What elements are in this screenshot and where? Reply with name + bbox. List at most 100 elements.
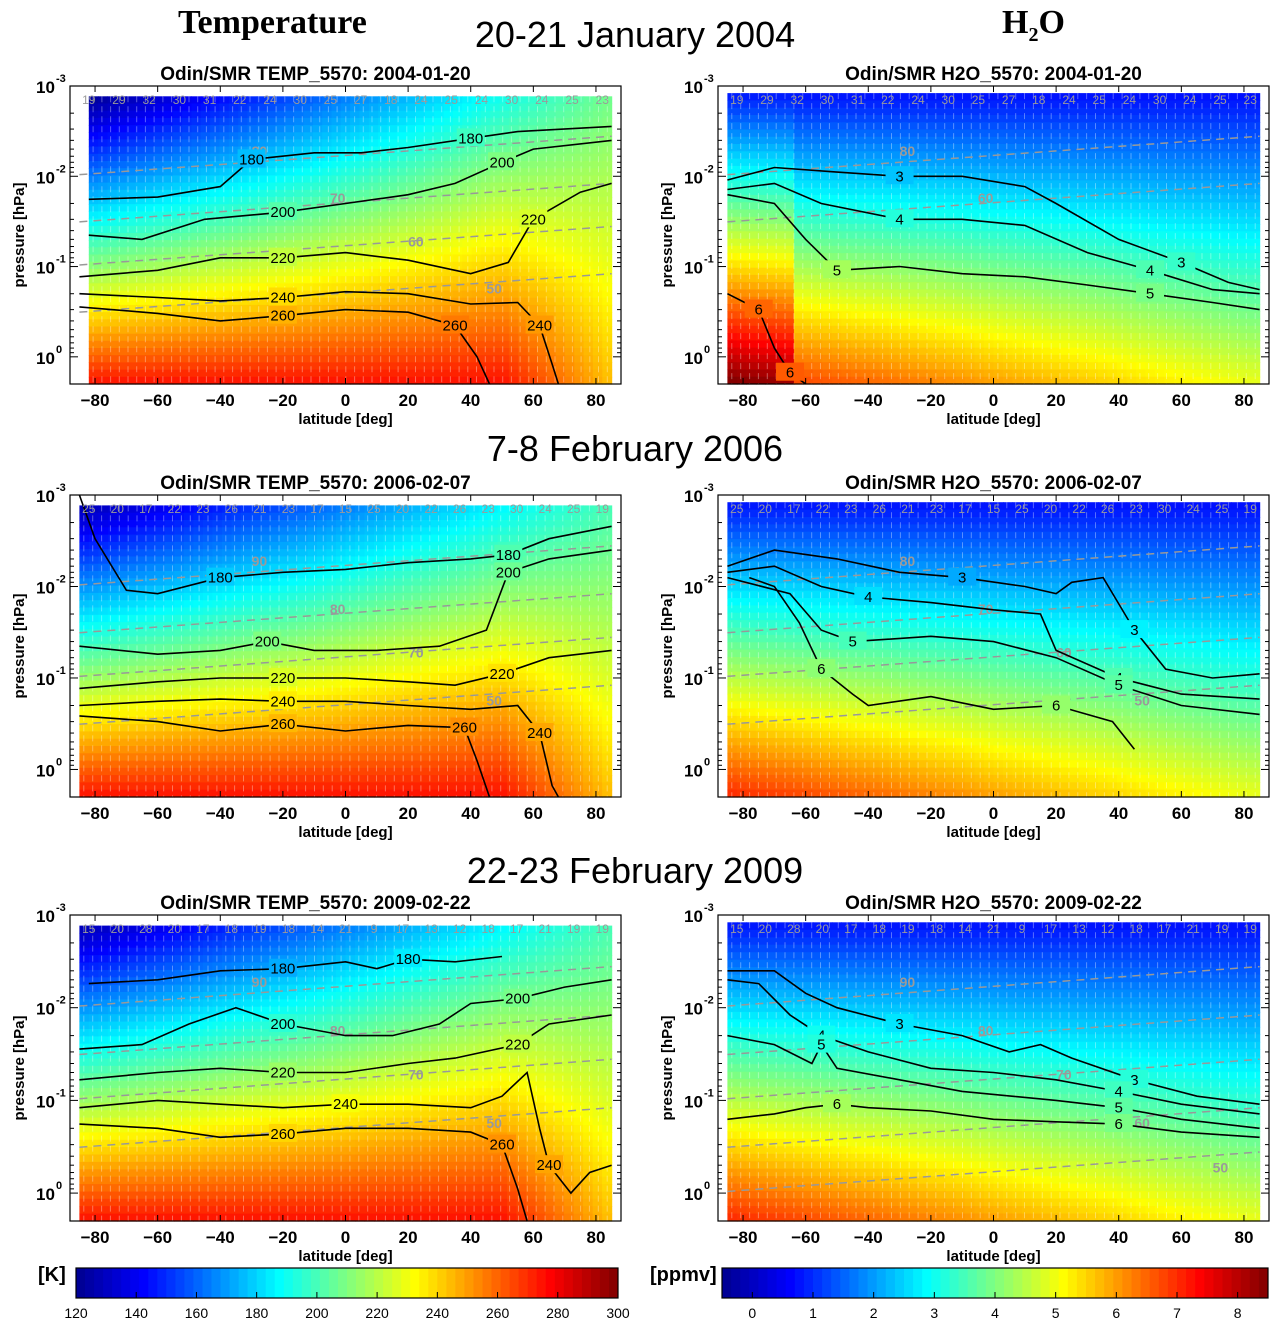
heatmap-cell: [1145, 376, 1156, 385]
heatmap-cell: [736, 260, 747, 269]
heatmap-cell: [927, 304, 938, 312]
heatmap-cell: [993, 354, 1004, 363]
heatmap-cell: [1088, 158, 1099, 167]
heatmap-cell: [803, 325, 814, 334]
heatmap-cell: [228, 189, 239, 198]
heatmap-cell: [191, 139, 202, 148]
heatmap-cell: [583, 283, 594, 292]
heatmap-cell: [378, 110, 389, 119]
heatmap-cell: [1155, 194, 1166, 203]
heatmap-cell: [312, 175, 323, 184]
heatmap-cell: [1136, 376, 1147, 385]
heatmap-cell: [182, 110, 192, 119]
heatmap-cell: [462, 182, 473, 191]
heatmap-cell: [860, 340, 871, 349]
heatmap-cell: [98, 369, 108, 378]
heatmap-cell: [126, 362, 136, 371]
heatmap-cell: [917, 93, 928, 101]
heatmap-cell: [406, 161, 417, 169]
heatmap-cell: [555, 326, 566, 335]
heatmap-cell: [1003, 253, 1014, 261]
heatmap-cell: [210, 319, 221, 328]
heatmap-cell: [126, 240, 136, 248]
heatmap-cell: [135, 139, 146, 148]
heatmap-cell: [219, 204, 230, 212]
heatmap-cell: [592, 197, 603, 205]
heatmap-cell: [172, 369, 183, 378]
heatmap-cell: [378, 304, 389, 313]
heatmap-cell: [736, 158, 747, 167]
heatmap-cell: [602, 182, 613, 191]
heatmap-cell: [144, 110, 155, 119]
heatmap-cell: [727, 260, 738, 269]
heatmap-cell: [1155, 100, 1166, 109]
heatmap-cell: [350, 175, 361, 184]
heatmap-cell: [434, 146, 445, 155]
heatmap-cell: [172, 197, 183, 205]
heatmap-cell: [1041, 151, 1052, 160]
heatmap-cell: [1212, 158, 1223, 167]
heatmap-cell: [452, 355, 463, 363]
heatmap-cell: [387, 96, 398, 105]
heatmap-cell: [765, 362, 776, 371]
heatmap-cell: [434, 233, 445, 241]
heatmap-cell: [378, 362, 389, 371]
heatmap-cell: [1240, 151, 1251, 160]
heatmap-cell: [955, 158, 966, 167]
heatmap-cell: [508, 110, 519, 119]
heatmap-cell: [508, 103, 519, 112]
heatmap-cell: [443, 348, 454, 356]
heatmap-cell: [378, 254, 389, 263]
heatmap-cell: [564, 369, 575, 378]
heatmap-cell: [993, 115, 1004, 123]
heatmap-cell: [387, 247, 398, 256]
heatmap-cell: [1079, 144, 1090, 152]
heatmap-cell: [1079, 194, 1090, 203]
heatmap-cell: [350, 139, 361, 148]
heatmap-cell: [898, 231, 909, 240]
heatmap-cell: [1050, 231, 1061, 240]
heatmap-cell: [1221, 311, 1232, 320]
heatmap-cell: [480, 340, 491, 349]
heatmap-cell: [860, 194, 871, 203]
heatmap-cell: [368, 175, 379, 184]
heatmap-cell: [803, 267, 814, 276]
heatmap-cell: [1079, 100, 1090, 109]
heatmap-cell: [984, 282, 995, 291]
heatmap-cell: [471, 197, 482, 205]
heatmap-cell: [452, 168, 463, 176]
heatmap-cell: [480, 139, 491, 148]
heatmap-cell: [898, 151, 909, 160]
heatmap-cell: [266, 348, 277, 356]
heatmap-cell: [1098, 260, 1109, 269]
heatmap-cell: [879, 165, 890, 174]
heatmap-cell: [275, 233, 286, 241]
heatmap-cell: [396, 204, 407, 212]
heatmap-cell: [424, 132, 435, 141]
heatmap-cell: [917, 304, 928, 312]
heatmap-cell: [88, 658, 99, 667]
heatmap-cell: [1050, 340, 1061, 349]
heatmap-cell: [1098, 340, 1109, 349]
heatmap-cell: [1060, 144, 1071, 152]
heatmap-cell: [88, 585, 99, 594]
heatmap-cell: [98, 319, 108, 328]
heatmap-cell: [812, 267, 823, 276]
heatmap-cell: [508, 297, 519, 306]
heatmap-cell: [1136, 158, 1147, 167]
heatmap-cell: [191, 276, 202, 284]
heatmap-cell: [1069, 93, 1080, 101]
heatmap-cell: [1183, 369, 1194, 378]
heatmap-cell: [462, 240, 473, 248]
heatmap-cell: [803, 224, 814, 232]
heatmap-cell: [803, 187, 814, 196]
heatmap-cell: [396, 283, 407, 292]
heatmap-cell: [424, 211, 435, 220]
heatmap-cell: [936, 296, 947, 305]
heatmap-cell: [303, 319, 314, 328]
heatmap-cell: [527, 254, 538, 263]
heatmap-cell: [803, 362, 814, 371]
heatmap-cell: [368, 233, 379, 241]
heatmap-cell: [592, 362, 603, 371]
heatmap-cell: [1107, 274, 1118, 283]
